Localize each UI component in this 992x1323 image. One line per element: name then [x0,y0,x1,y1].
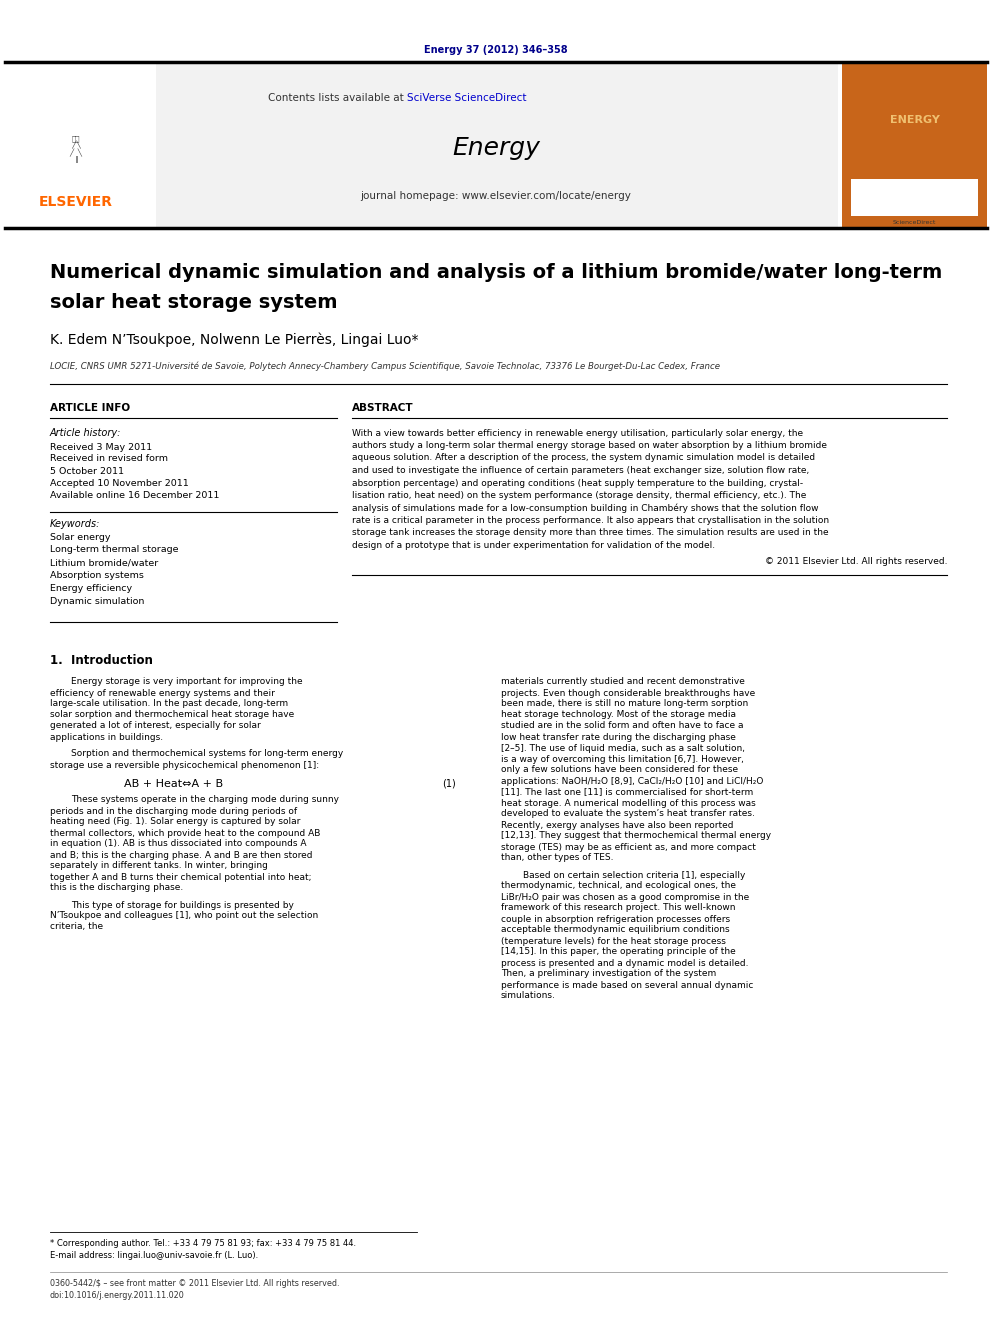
Text: studied are in the solid form and often have to face a: studied are in the solid form and often … [501,721,743,730]
Text: and used to investigate the influence of certain parameters (heat exchanger size: and used to investigate the influence of… [352,466,809,475]
Text: generated a lot of interest, especially for solar: generated a lot of interest, especially … [50,721,260,730]
Text: projects. Even though considerable breakthroughs have: projects. Even though considerable break… [501,688,755,697]
Text: With a view towards better efficiency in renewable energy utilisation, particula: With a view towards better efficiency in… [352,429,804,438]
Text: 〜〜
 ╱╲
╱  ╲
 ‖: 〜〜 ╱╲ ╱ ╲ ‖ [68,135,82,163]
Text: Energy: Energy [452,136,540,160]
Text: low heat transfer rate during the discharging phase: low heat transfer rate during the discha… [501,733,736,741]
Text: Article history:: Article history: [50,429,121,438]
Text: [14,15]. In this paper, the operating principle of the: [14,15]. In this paper, the operating pr… [501,947,736,957]
Text: and B; this is the charging phase. A and B are then stored: and B; this is the charging phase. A and… [50,851,312,860]
Text: [2–5]. The use of liquid media, such as a salt solution,: [2–5]. The use of liquid media, such as … [501,744,745,753]
Text: simulations.: simulations. [501,991,556,1000]
Text: journal homepage: www.elsevier.com/locate/energy: journal homepage: www.elsevier.com/locat… [360,191,632,201]
Text: [12,13]. They suggest that thermochemical thermal energy: [12,13]. They suggest that thermochemica… [501,831,771,840]
Text: Keywords:: Keywords: [50,519,100,529]
Text: * Corresponding author. Tel.: +33 4 79 75 81 93; fax: +33 4 79 75 81 44.: * Corresponding author. Tel.: +33 4 79 7… [50,1240,356,1249]
Text: doi:10.1016/j.energy.2011.11.020: doi:10.1016/j.energy.2011.11.020 [50,1290,185,1299]
Text: is a way of overcoming this limitation [6,7]. However,: is a way of overcoming this limitation [… [501,754,744,763]
Text: framework of this research project. This well-known: framework of this research project. This… [501,904,735,913]
Text: separately in different tanks. In winter, bringing: separately in different tanks. In winter… [50,861,268,871]
Text: lisation ratio, heat need) on the system performance (storage density, thermal e: lisation ratio, heat need) on the system… [352,491,806,500]
Text: Absorption systems: Absorption systems [50,572,144,581]
FancyBboxPatch shape [842,62,987,228]
Text: ENERGY: ENERGY [890,115,939,124]
Text: Long-term thermal storage: Long-term thermal storage [50,545,179,554]
Text: Based on certain selection criteria [1], especially: Based on certain selection criteria [1],… [523,871,745,880]
Text: in equation (1). AB is thus dissociated into compounds A: in equation (1). AB is thus dissociated … [50,840,307,848]
Text: (temperature levels) for the heat storage process: (temperature levels) for the heat storag… [501,937,726,946]
Text: performance is made based on several annual dynamic: performance is made based on several ann… [501,980,753,990]
Text: than, other types of TES.: than, other types of TES. [501,853,613,863]
Text: authors study a long-term solar thermal energy storage based on water absorption: authors study a long-term solar thermal … [352,441,827,450]
Text: Numerical dynamic simulation and analysis of a lithium bromide/water long-term: Numerical dynamic simulation and analysi… [50,262,941,282]
Text: Then, a preliminary investigation of the system: Then, a preliminary investigation of the… [501,970,716,979]
Text: thermal collectors, which provide heat to the compound AB: thermal collectors, which provide heat t… [50,828,320,837]
Text: AB + Heat⇔A + B: AB + Heat⇔A + B [124,779,223,789]
Text: Received in revised form: Received in revised form [50,455,168,463]
Text: heat storage. A numerical modelling of this process was: heat storage. A numerical modelling of t… [501,799,756,807]
Text: periods and in the discharging mode during periods of: periods and in the discharging mode duri… [50,807,297,815]
FancyBboxPatch shape [5,62,152,228]
Text: Lithium bromide/water: Lithium bromide/water [50,558,158,568]
Text: efficiency of renewable energy systems and their: efficiency of renewable energy systems a… [50,688,275,697]
Text: this is the discharging phase.: this is the discharging phase. [50,884,183,893]
Text: together A and B turns their chemical potential into heat;: together A and B turns their chemical po… [50,872,311,881]
Text: criteria, the: criteria, the [50,922,103,931]
Text: Available online 16 December 2011: Available online 16 December 2011 [50,491,219,500]
Text: thermodynamic, technical, and ecological ones, the: thermodynamic, technical, and ecological… [501,881,736,890]
Text: heating need (Fig. 1). Solar energy is captured by solar: heating need (Fig. 1). Solar energy is c… [50,818,300,827]
Text: rate is a critical parameter in the process performance. It also appears that cr: rate is a critical parameter in the proc… [352,516,829,525]
Text: © 2011 Elsevier Ltd. All rights reserved.: © 2011 Elsevier Ltd. All rights reserved… [765,557,947,566]
Text: ABSTRACT: ABSTRACT [352,404,414,413]
Text: [11]. The last one [11] is commercialised for short-term: [11]. The last one [11] is commercialise… [501,787,753,796]
Text: process is presented and a dynamic model is detailed.: process is presented and a dynamic model… [501,958,748,967]
Text: ELSEVIER: ELSEVIER [39,194,112,209]
Text: 0360-5442/$ – see front matter © 2011 Elsevier Ltd. All rights reserved.: 0360-5442/$ – see front matter © 2011 El… [50,1278,339,1287]
Text: applications: NaOH/H₂O [8,9], CaCl₂/H₂O [10] and LiCl/H₂O: applications: NaOH/H₂O [8,9], CaCl₂/H₂O … [501,777,763,786]
Text: SciVerse ScienceDirect: SciVerse ScienceDirect [407,93,526,103]
Text: materials currently studied and recent demonstrative: materials currently studied and recent d… [501,677,745,687]
Text: Energy storage is very important for improving the: Energy storage is very important for imp… [71,677,303,687]
Text: large-scale utilisation. In the past decade, long-term: large-scale utilisation. In the past dec… [50,700,288,709]
Text: storage (TES) may be as efficient as, and more compact: storage (TES) may be as efficient as, an… [501,843,756,852]
Text: Dynamic simulation: Dynamic simulation [50,598,144,606]
Text: These systems operate in the charging mode during sunny: These systems operate in the charging mo… [71,795,339,804]
Text: 1.  Introduction: 1. Introduction [50,654,153,667]
Text: Solar energy: Solar energy [50,532,110,541]
Text: K. Edem N’Tsoukpoe, Nolwenn Le Pierrès, Lingai Luo*: K. Edem N’Tsoukpoe, Nolwenn Le Pierrès, … [50,333,418,347]
Text: N’Tsoukpoe and colleagues [1], who point out the selection: N’Tsoukpoe and colleagues [1], who point… [50,912,317,921]
Text: acceptable thermodynamic equilibrium conditions: acceptable thermodynamic equilibrium con… [501,926,729,934]
Text: design of a prototype that is under experimentation for validation of the model.: design of a prototype that is under expe… [352,541,715,550]
Text: This type of storage for buildings is presented by: This type of storage for buildings is pr… [71,901,295,909]
Text: couple in absorption refrigeration processes offers: couple in absorption refrigeration proce… [501,914,730,923]
Text: heat storage technology. Most of the storage media: heat storage technology. Most of the sto… [501,710,736,720]
Text: Contents lists available at: Contents lists available at [268,93,407,103]
Text: (1): (1) [442,779,456,789]
Text: only a few solutions have been considered for these: only a few solutions have been considere… [501,766,738,774]
Text: storage tank increases the storage density more than three times. The simulation: storage tank increases the storage densi… [352,528,828,537]
Text: Received 3 May 2011: Received 3 May 2011 [50,442,152,451]
Text: Energy efficiency: Energy efficiency [50,585,132,594]
FancyBboxPatch shape [851,179,978,216]
Text: absorption percentage) and operating conditions (heat supply temperature to the : absorption percentage) and operating con… [352,479,804,487]
Text: been made, there is still no mature long-term sorption: been made, there is still no mature long… [501,700,748,709]
Text: analysis of simulations made for a low-consumption building in Chambéry shows th: analysis of simulations made for a low-c… [352,503,818,513]
Text: ARTICLE INFO: ARTICLE INFO [50,404,130,413]
Text: aqueous solution. After a description of the process, the system dynamic simulat: aqueous solution. After a description of… [352,454,815,463]
Text: Accepted 10 November 2011: Accepted 10 November 2011 [50,479,188,487]
Text: Energy 37 (2012) 346–358: Energy 37 (2012) 346–358 [425,45,567,56]
Text: E-mail address: lingai.luo@univ-savoie.fr (L. Luo).: E-mail address: lingai.luo@univ-savoie.f… [50,1252,258,1261]
Text: applications in buildings.: applications in buildings. [50,733,163,741]
Text: developed to evaluate the system’s heat transfer rates.: developed to evaluate the system’s heat … [501,810,755,819]
Text: LiBr/H₂O pair was chosen as a good compromise in the: LiBr/H₂O pair was chosen as a good compr… [501,893,749,901]
Text: solar sorption and thermochemical heat storage have: solar sorption and thermochemical heat s… [50,710,294,720]
Text: 5 October 2011: 5 October 2011 [50,467,124,475]
Text: Sorption and thermochemical systems for long-term energy: Sorption and thermochemical systems for … [71,750,343,758]
Text: storage use a reversible physicochemical phenomenon [1]:: storage use a reversible physicochemical… [50,761,318,770]
Text: Recently, exergy analyses have also been reported: Recently, exergy analyses have also been… [501,820,733,830]
Text: LOCIE, CNRS UMR 5271-Université de Savoie, Polytech Annecy-Chambery Campus Scien: LOCIE, CNRS UMR 5271-Université de Savoi… [50,361,719,370]
Text: ScienceDirect: ScienceDirect [893,220,936,225]
FancyBboxPatch shape [156,62,838,228]
Text: solar heat storage system: solar heat storage system [50,292,337,311]
